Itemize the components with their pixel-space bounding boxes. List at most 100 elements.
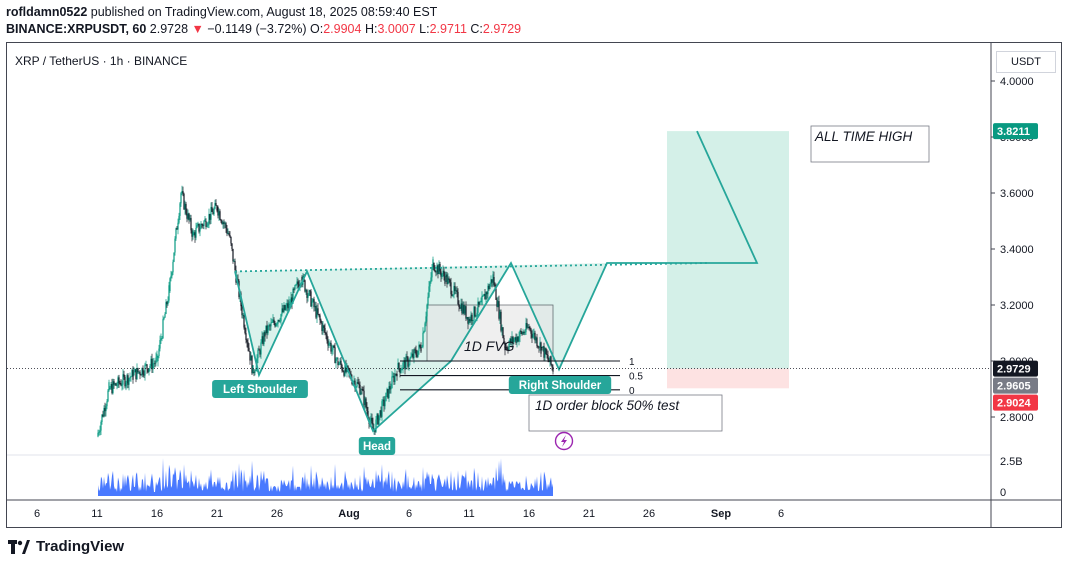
price-label-bg <box>993 360 1038 377</box>
ath-box <box>810 125 930 163</box>
low-value: 2.9711 <box>429 22 467 36</box>
candle-body <box>427 296 429 305</box>
candle-body <box>446 274 448 285</box>
x-tick-label: 6 <box>778 508 784 520</box>
currency-button[interactable]: USDT <box>996 51 1056 73</box>
candle-body <box>543 346 545 358</box>
candle-body <box>362 389 364 391</box>
candle-body <box>149 365 151 369</box>
candle-body <box>186 213 188 219</box>
candle-body <box>476 312 478 316</box>
candle-body <box>249 351 251 361</box>
candle-body <box>514 337 516 340</box>
candles-group <box>97 185 554 438</box>
target-zone <box>667 131 789 369</box>
candle-body <box>385 392 387 402</box>
candle-body <box>431 267 433 278</box>
author-name[interactable]: rofldamn0522 <box>6 5 88 19</box>
candle-body <box>471 314 473 321</box>
x-tick-label: 21 <box>583 508 595 520</box>
candle-body <box>200 224 202 229</box>
candle-body <box>550 356 552 365</box>
candle-body <box>313 299 315 308</box>
candle-body <box>482 295 484 297</box>
candle-body <box>246 339 248 343</box>
last-price: 2.9728 <box>149 22 189 36</box>
candle-body <box>271 322 273 324</box>
candle-body <box>334 347 336 364</box>
candle-body <box>497 301 499 307</box>
candle-body <box>292 288 294 304</box>
open-value: 2.9904 <box>323 22 362 36</box>
candle-body <box>456 290 458 292</box>
fvg-label: 1D FVG <box>464 338 515 354</box>
candle-body <box>289 304 291 305</box>
candle-body <box>505 347 507 348</box>
x-tick-label: Sep <box>711 508 731 520</box>
candle-body <box>459 306 461 309</box>
candle-body <box>418 344 420 351</box>
candle-body <box>527 326 529 328</box>
candle-body <box>460 303 462 309</box>
candle-body <box>162 319 164 339</box>
candle-body <box>332 345 334 350</box>
candle-body <box>117 377 119 386</box>
candle-body <box>207 223 209 226</box>
candle-body <box>166 302 168 305</box>
candle-body <box>192 231 194 237</box>
candle-body <box>155 357 157 364</box>
candle-body <box>512 336 514 343</box>
candle-body <box>539 342 541 348</box>
candle-body <box>255 368 257 371</box>
candle-body <box>399 368 401 373</box>
tradingview-footer[interactable]: TradingView <box>8 538 124 555</box>
candle-body <box>106 401 108 407</box>
candle-body <box>392 376 394 378</box>
lightning-bolt <box>561 435 567 447</box>
candle-body <box>181 191 183 193</box>
candle-body <box>338 363 340 366</box>
x-tick-label: 16 <box>151 508 163 520</box>
head-label-bg <box>358 437 396 455</box>
y-tick-label: 2.8000 <box>1000 412 1034 424</box>
candle-body <box>228 233 230 236</box>
candle-body <box>327 340 329 346</box>
candle-body <box>420 346 422 352</box>
candle-body <box>209 213 211 220</box>
candle-body <box>140 374 142 376</box>
candle-body <box>380 410 382 417</box>
low-label: L: <box>419 22 430 36</box>
candle-body <box>283 305 285 312</box>
candle-body <box>484 294 486 300</box>
candle-body <box>222 222 224 225</box>
candle-body <box>98 432 100 434</box>
candle-body <box>294 285 296 290</box>
tradingview-logo-icon <box>8 539 30 554</box>
candle-body <box>288 301 290 309</box>
candle-body <box>467 317 469 324</box>
candle-body <box>384 401 386 407</box>
candle-body <box>370 417 372 421</box>
candle-body <box>189 218 191 220</box>
candle-body <box>530 328 532 334</box>
candle-body <box>331 349 333 352</box>
candle-body <box>123 374 125 377</box>
candle-body <box>407 357 409 367</box>
candle-body <box>326 334 328 341</box>
candle-body <box>470 314 472 322</box>
candle-body <box>448 278 450 280</box>
candle-body <box>315 305 317 318</box>
candle-body <box>361 389 363 390</box>
candle-body <box>393 376 395 383</box>
candle-body <box>309 290 311 292</box>
price-label-bg <box>993 123 1038 140</box>
chart-frame[interactable] <box>6 42 1062 528</box>
candle-body <box>188 213 190 220</box>
candle-body <box>485 292 487 300</box>
candle-body <box>160 338 162 340</box>
candle-body <box>147 368 149 373</box>
candle-body <box>241 305 243 316</box>
candle-body <box>280 314 282 322</box>
symbol-info: BINANCE:XRPUSDT, 60 2.9728 ▼ −0.1149 (−3… <box>6 22 521 36</box>
